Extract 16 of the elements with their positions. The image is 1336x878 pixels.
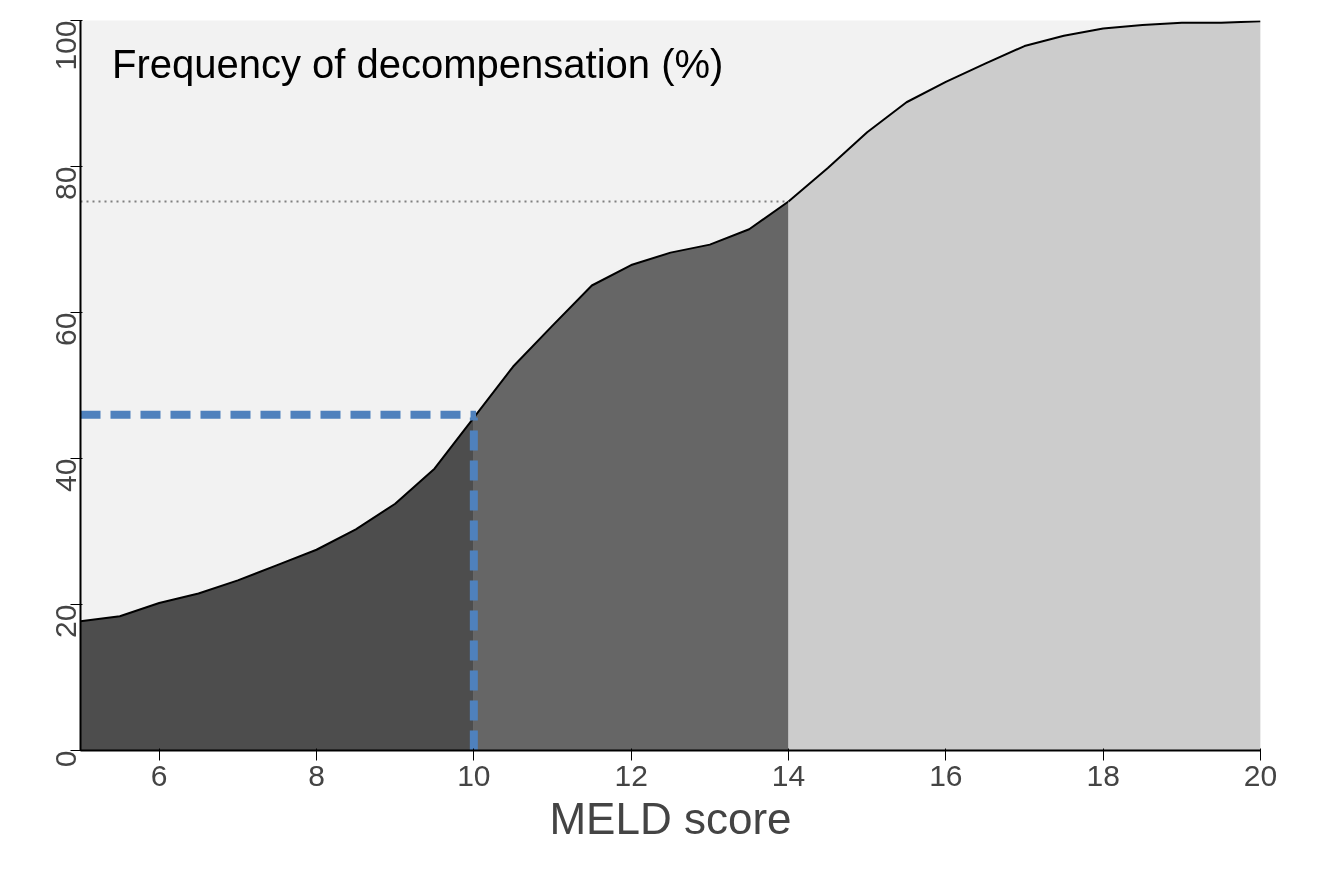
x-tick-label: 18 (1086, 758, 1120, 792)
x-tick-label: 14 (771, 758, 806, 792)
y-tick-label: 100 (48, 20, 82, 71)
text: Frequency of decompensation (%) (111, 42, 724, 87)
x-tick-label: 8 (308, 758, 325, 792)
x-tick-label: 12 (614, 758, 648, 792)
y-tick-label: 20 (48, 604, 82, 638)
y-tick-label: 60 (48, 312, 82, 346)
x-tick-label: 20 (1243, 758, 1278, 792)
x-tick-label: 16 (929, 758, 963, 792)
y-tick-label: 0 (48, 750, 82, 768)
x-axis-title: MELD score (549, 793, 792, 843)
x-tick-label: 10 (457, 758, 491, 792)
y-tick-label: 80 (48, 166, 82, 200)
y-tick-label: 40 (48, 458, 82, 492)
x-tick-label: 6 (150, 758, 168, 792)
